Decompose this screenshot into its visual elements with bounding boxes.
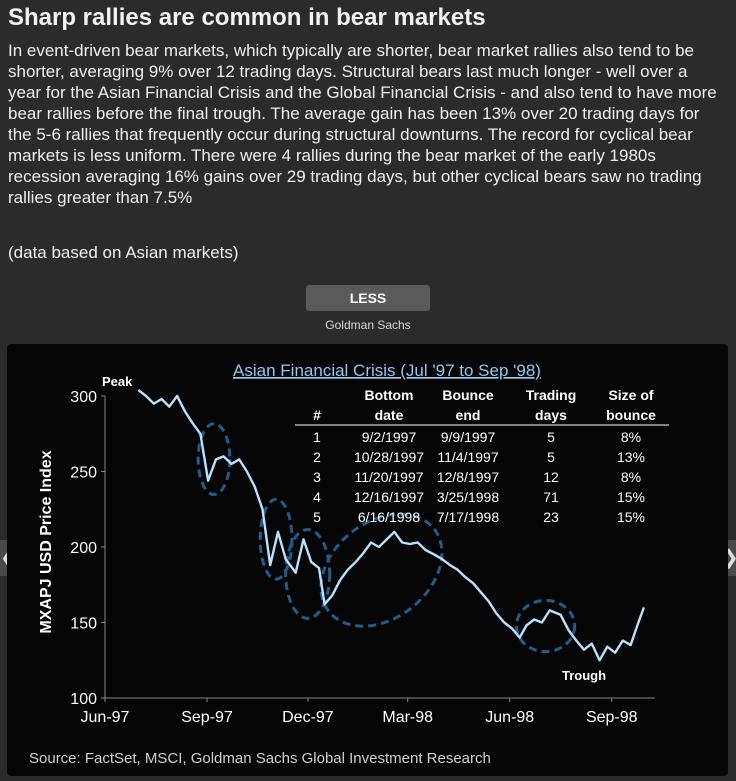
table-header: date <box>375 407 404 423</box>
table-header: # <box>313 407 321 423</box>
data-note: (data based on Asian markets) <box>8 243 239 262</box>
x-tick-label: Jun-98 <box>485 709 534 726</box>
table-header: Bounce <box>442 387 494 403</box>
table-header: days <box>535 407 567 423</box>
x-tick-label: Sep-97 <box>181 709 233 726</box>
table-header: Size of <box>608 387 653 403</box>
rally-highlight <box>514 598 577 654</box>
rally-highlight <box>258 497 294 581</box>
chart-title: Asian Financial Crisis (Jul '97 to Sep '… <box>233 361 541 380</box>
description-text: In event-driven bear markets, which typi… <box>8 41 717 207</box>
x-tick-label: Dec-97 <box>282 709 334 726</box>
table-cell: 15% <box>617 509 645 525</box>
table-cell: 15% <box>617 489 645 505</box>
y-tick-label: 300 <box>70 389 97 406</box>
table-cell: 12/16/1997 <box>354 489 424 505</box>
table-header: end <box>456 407 481 423</box>
less-button[interactable]: LESS <box>306 285 430 311</box>
x-tick-label: Mar-98 <box>382 709 433 726</box>
peak-annotation: Peak <box>102 374 133 389</box>
table-cell: 8% <box>621 469 641 485</box>
table-cell: 3 <box>313 469 321 485</box>
table-cell: 1 <box>313 429 321 445</box>
table-cell: 3/25/1998 <box>437 489 499 505</box>
table-header: Trading <box>526 387 577 403</box>
table-cell: 5 <box>547 449 555 465</box>
chart-panel: 300 250 200 150 100 Jun-97 Sep-97 Dec-97 Mar-98 J… <box>7 344 728 776</box>
table-cell: 12/8/1997 <box>437 469 499 485</box>
y-tick-label: 250 <box>70 465 97 482</box>
table-cell: 8% <box>621 429 641 445</box>
rally-highlight <box>284 527 332 620</box>
y-tick-label: 150 <box>70 616 97 633</box>
table-cell: 7/17/1998 <box>437 509 499 525</box>
price-index-line <box>137 389 646 662</box>
table-cell: 4 <box>313 489 321 505</box>
table-cell: 11/20/1997 <box>354 469 423 485</box>
rally-highlight <box>196 422 232 497</box>
y-axis-label: MXAPJ USD Price Index <box>38 450 55 633</box>
table-cell: 71 <box>543 489 559 505</box>
trough-annotation: Trough <box>562 668 606 683</box>
table-cell: 10/28/1997 <box>354 449 424 465</box>
table-cell: 13% <box>617 449 645 465</box>
table-cell: 23 <box>543 509 559 525</box>
table-header: bounce <box>606 407 656 423</box>
x-tick-label: Jun-97 <box>81 709 130 726</box>
table-cell: 9/9/1997 <box>441 429 496 445</box>
table-cell: 5 <box>547 429 555 445</box>
image-credit: Goldman Sachs <box>325 318 411 332</box>
table-cell: 11/4/1997 <box>437 449 498 465</box>
page-title: Sharp rallies are common in bear markets <box>8 4 486 31</box>
table-cell: 9/2/1997 <box>362 429 417 445</box>
source-note: Source: FactSet, MSCI, Goldman Sachs Glo… <box>29 750 491 767</box>
y-tick-label: 100 <box>70 691 97 708</box>
y-tick-label: 200 <box>70 540 97 557</box>
table-cell: 5 <box>313 509 321 525</box>
table-cell: 6/16/1998 <box>358 509 420 525</box>
table-header: Bottom <box>365 387 414 403</box>
x-tick-label: Sep-98 <box>586 709 638 726</box>
table-cell: 12 <box>543 469 559 485</box>
table-cell: 2 <box>313 449 321 465</box>
